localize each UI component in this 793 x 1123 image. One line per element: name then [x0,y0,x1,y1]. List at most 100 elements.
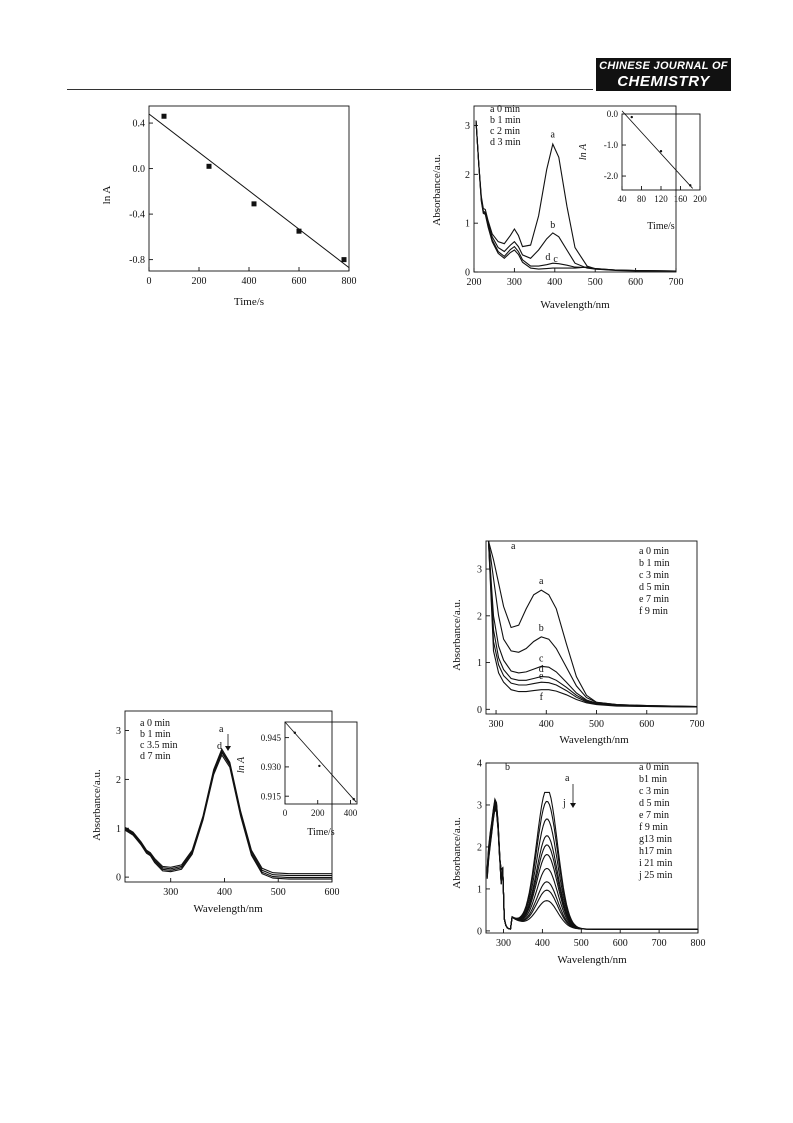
data-point [206,163,212,169]
y-tick-label: -0.4 [129,210,145,221]
data-point [161,113,167,119]
legend-entry: c 3 min [639,570,669,581]
fit-line [148,113,350,268]
legend: a 0 min b1 min c 3 min d 5 min e 7 min f… [638,762,672,881]
y-tick-label: 2 [477,611,482,622]
y-tick-label: 0.930 [261,762,282,772]
spectrum-curve-j [486,807,698,930]
legend: a 0 min b 1 min c 3 min d 5 min e 7 min … [639,546,670,617]
x-tick-label: 200 [693,194,707,204]
inset-data-point [659,150,663,153]
spectrum-curve-b [124,749,332,877]
x-tick-label: 800 [691,938,706,949]
inset-data-point [352,797,355,801]
spectrum-curve-d [475,120,676,272]
y-tick-label: 0 [116,873,121,884]
x-tick-label: 600 [628,277,643,288]
x-tick-label: 700 [652,938,667,949]
x-tick-label: 300 [507,277,522,288]
arrow-label-start: a [219,724,224,735]
x-tick-label: 600 [639,719,654,730]
legend-entry: h17 min [639,846,672,857]
inset-x-axis-label: Time/s [307,827,335,838]
x-tick-label: 600 [325,887,340,898]
y-axis-label: Absorbance/a.u. [451,599,463,671]
spectrum-curve-a [475,120,677,272]
x-tick-label: 400 [535,938,550,949]
x-tick-label: 40 [618,194,628,204]
y-tick-label: 2 [116,775,121,786]
inset-x-axis-label: Time/s [647,221,675,232]
y-tick-label: 0 [477,926,482,937]
x-tick-label: 500 [574,938,589,949]
journal-name-line1: CHINESE JOURNAL OF [599,60,728,72]
x-tick-label: 120 [654,194,668,204]
figure-1-kinetics-plot: 0 200 400 600 800 -0.8 -0.4 0.0 0.4 Time/s ln A [101,105,357,308]
legend: a 0 min b 1 min c 3.5 min d 7 min [140,718,178,762]
x-tick-label: 500 [588,277,603,288]
y-tick-label: 1 [477,884,482,895]
y-tick-label: 0.945 [261,733,282,743]
legend-entry: e 7 min [639,810,669,821]
x-tick-label: 600 [292,276,307,287]
inset-frame [284,721,358,805]
legend: a 0 min b 1 min c 2 min d 3 min [490,104,521,148]
legend-entry: d 3 min [490,137,521,148]
legend-entry: d 5 min [639,582,670,593]
legend-entry: c 3 min [639,786,669,797]
legend-entry: g13 min [639,834,672,845]
curve-label: e [539,671,544,682]
arrow-head [225,746,231,751]
plot-frame [124,710,333,883]
y-tick-label: 3 [116,726,121,737]
legend-entry: b 1 min [639,558,670,569]
y-tick-label: 2 [465,170,470,181]
legend-entry: c 2 min [490,126,520,137]
y-tick-label: 1 [465,219,470,230]
inset-y-axis-label: ln A [578,143,589,160]
panel-label: a [511,541,516,552]
legend-entry: d 5 min [639,798,670,809]
panel-label: b [505,762,510,773]
curve-label: b [539,623,544,634]
x-tick-label: 200 [192,276,207,287]
x-tick-label: 600 [613,938,628,949]
y-tick-label: 0.915 [261,791,282,801]
x-axis-label: Wavelength/nm [540,299,610,311]
legend-entry: e 7 min [639,594,669,605]
data-point [296,228,302,234]
x-tick-label: 300 [163,887,178,898]
figure-2-uv-vis-spectra: 200 300 400 500 600 700 0 1 2 3 a b cd a 0 min b 1 m… [431,104,707,311]
y-tick-label: -0.8 [129,255,145,266]
y-tick-label: -2.0 [604,171,619,181]
x-axis-label: Time/s [234,296,264,308]
spectrum-curve-f [487,540,698,708]
curve-label: a [551,130,556,141]
arrow-label-start: a [565,773,570,784]
curve-label: d [539,664,544,675]
y-tick-label: 1 [477,658,482,669]
legend-entry: j 25 min [638,870,672,881]
curve-label: a [539,576,544,587]
plot-frame [148,105,350,272]
arrow-label-end: d [217,741,222,752]
x-tick-label: 80 [637,194,647,204]
data-point [251,201,257,207]
y-tick-label: 3 [465,121,470,132]
data-point [341,257,347,263]
inset-data-point [630,115,633,119]
y-tick-label: 0 [477,705,482,716]
arrow-head [570,803,576,808]
plot-frame [485,762,699,934]
y-tick-label: 0 [465,268,470,279]
figure-4b-uv-vis-spectra: 300 400 500 600 700 800 0 1 2 3 4 b a j a 0 min b1… [451,759,706,967]
legend-entry: f 9 min [639,606,668,617]
y-tick-label: 1 [116,824,121,835]
x-tick-label: 300 [489,719,504,730]
x-tick-label: 800 [342,276,357,287]
y-axis-label: Absorbance/a.u. [91,769,103,841]
arrow-label-end: j [562,798,566,809]
curve-label: c [553,254,558,265]
x-tick-label: 500 [589,719,604,730]
x-axis-label: Wavelength/nm [557,954,627,966]
